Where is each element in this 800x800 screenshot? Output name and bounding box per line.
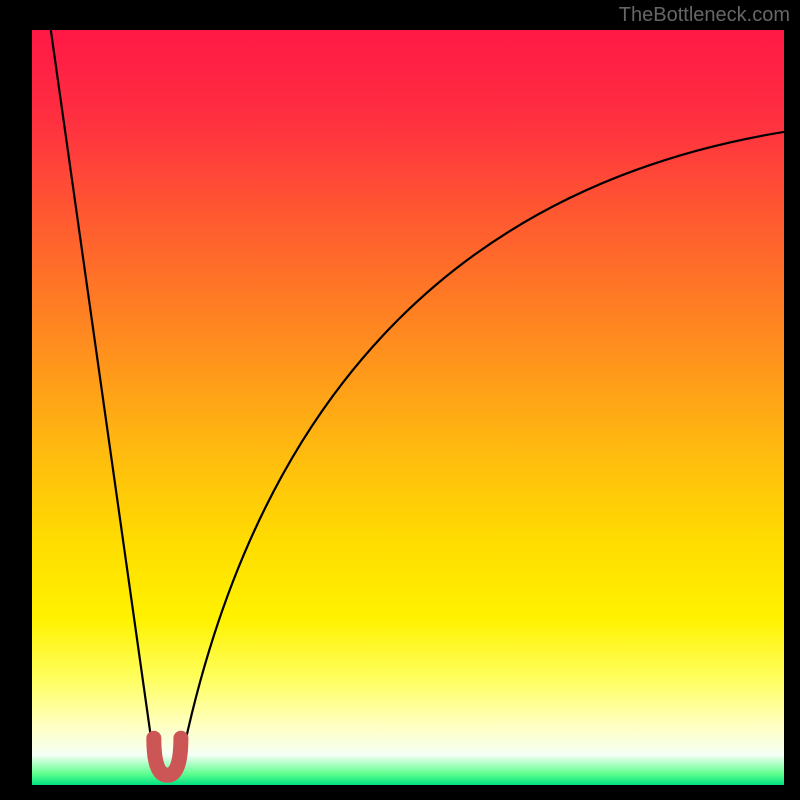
- watermark-text: TheBottleneck.com: [619, 4, 790, 27]
- chart-container: TheBottleneck.com: [0, 0, 800, 800]
- chart-svg: [32, 30, 784, 785]
- gradient-background: [32, 30, 784, 785]
- plot-area: [32, 30, 784, 785]
